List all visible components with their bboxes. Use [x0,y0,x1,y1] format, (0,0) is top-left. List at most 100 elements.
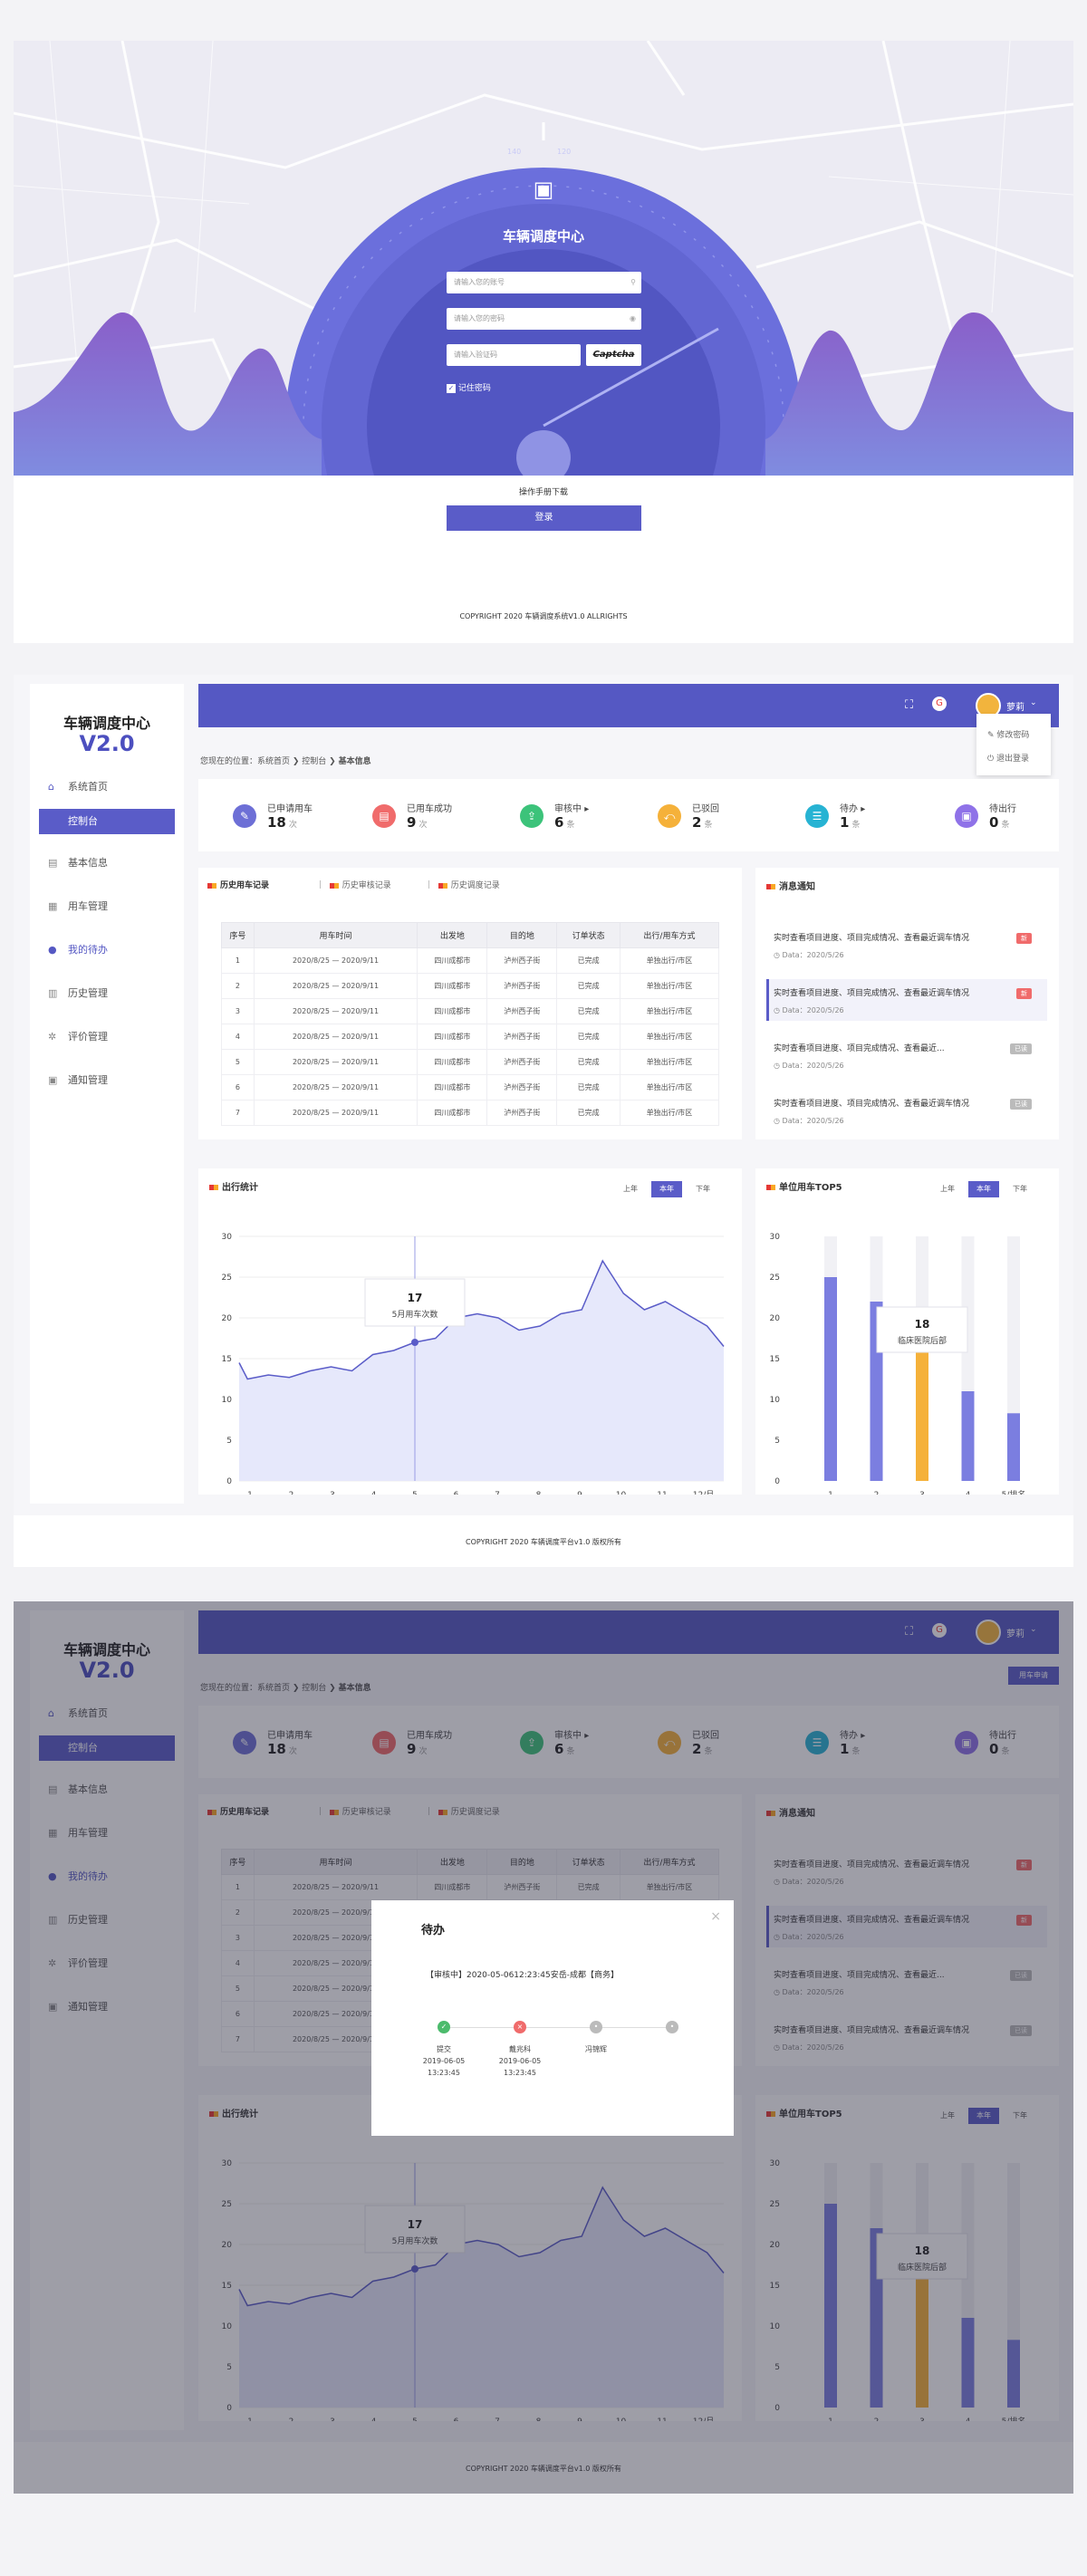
captcha-input[interactable]: 请输入验证码 [447,344,581,366]
bar[interactable] [824,1277,837,1481]
sidebar-item-todo[interactable]: ● 我的待办 [48,1867,108,1887]
table-row[interactable]: 1 2020/8/25 — 2020/9/11 四川成都市 泸州西子街 已完成 单独出行/… [221,1874,720,1900]
sidebar-item-review[interactable]: ✲ 评价管理 [48,1954,108,1974]
segment-next-year[interactable]: 下年 [1013,1185,1027,1193]
scan-icon[interactable]: ⛶ [905,1625,914,1639]
tab-history-review[interactable]: ｜ 历史审核记录 [316,1808,391,1817]
message-item[interactable]: 实时查看项目进度、项目完成情况、查看最近调车情况 ◷ Data：2020/5/26… [774,931,1032,971]
breadcrumb-item[interactable]: 控制台 [302,1684,327,1693]
change-password-item[interactable]: ✎ 修改密码 [987,728,1029,740]
sidebar-item-history[interactable]: ▥ 历史管理 [48,1910,108,1930]
login-button[interactable]: 登录 [447,505,641,531]
sidebar-item-console[interactable]: 控制台 [39,1735,175,1761]
modal-subtitle: 【审核中】2020-05-0612:23:45安岳-成都【商务】 [426,1971,619,1980]
logout-item[interactable]: ⏻ 退出登录 [987,752,1029,764]
user-name[interactable]: 萝莉 [1006,1629,1024,1639]
segment-this-year[interactable]: 本年 [651,1181,682,1197]
sidebar-item-home[interactable]: ⌂ 系统首页 [48,777,108,797]
x-tick-label: 11 [657,2417,667,2421]
sidebar-item-history[interactable]: ▥ 历史管理 [48,984,108,1004]
scan-icon[interactable]: ⛶ [905,698,914,712]
segment-this-year[interactable]: 本年 [968,1181,999,1197]
message-item[interactable]: 实时查看项目进度、项目完成情况、查看最近... ◷ Data：2020/5/26 已… [774,1042,1032,1081]
tooltip-box [876,1306,968,1353]
stat-value: 2 [692,1741,702,1757]
sidebar-item-basic-info[interactable]: ▤ 基本信息 [48,1780,108,1800]
bar[interactable] [916,1334,928,1481]
sidebar-item-home[interactable]: ⌂ 系统首页 [48,1704,108,1724]
bar[interactable] [961,1391,975,1481]
segment-last-year[interactable]: 上年 [940,1185,955,1193]
sidebar-item-car-manage[interactable]: ▦ 用车管理 [48,897,108,917]
remember-checkbox[interactable]: ✓ 记住密码 [447,381,491,393]
message-item[interactable]: 实时查看项目进度、项目完成情况、查看最近调车情况 ◷ Data：2020/5/26… [774,1913,1032,1953]
sidebar-item-console[interactable]: 控制台 [39,809,175,834]
captcha-image[interactable]: Captcha [586,344,641,366]
stat-unit: 条 [1001,821,1010,830]
avatar[interactable] [976,1620,1001,1645]
sidebar-item-label: 用车管理 [68,900,108,912]
user-name[interactable]: 萝莉 [1006,703,1024,713]
account-input[interactable]: 请输入您的账号 ⚲ [447,272,641,293]
message-item[interactable]: 实时查看项目进度、项目完成情况、查看最近... ◷ Data：2020/5/26 已… [774,1968,1032,2008]
browser-icon[interactable]: G [932,697,947,711]
message-item[interactable]: 实时查看项目进度、项目完成情况、查看最近调车情况 ◷ Data：2020/5/26… [774,986,1032,1026]
segment-this-year[interactable]: 本年 [968,2108,999,2124]
y-tick-label: 15 [770,2282,780,2291]
sidebar-item-todo[interactable]: ● 我的待办 [48,940,108,960]
tab-history-dispatch[interactable]: ｜ 历史调度记录 [425,881,500,890]
x-tick-label: 5 [412,2417,418,2421]
message-item[interactable]: 实时查看项目进度、项目完成情况、查看最近调车情况 ◷ Data：2020/5/26… [774,2023,1032,2063]
browser-icon[interactable]: G [932,1623,947,1638]
tab-history-dispatch[interactable]: ｜ 历史调度记录 [425,1808,500,1817]
sidebar-item-basic-info[interactable]: ▤ 基本信息 [48,853,108,873]
sidebar-item-notice[interactable]: ▣ 通知管理 [48,1997,108,2017]
breadcrumb-item[interactable]: 系统首页 [257,1684,291,1693]
close-icon[interactable]: × [710,1909,721,1924]
dashboard-modal-panel: 车辆调度中心 V2.0 ⌂ 系统首页 控制台 ▤ 基本信息 ▦ 用车管理 ● 我的待办 … [14,1601,1073,2494]
highlight-point[interactable] [411,2265,418,2273]
table-cell: 单独出行/市区 [619,973,720,999]
breadcrumb-item[interactable]: 系统首页 [257,757,291,766]
sidebar-item-notice[interactable]: ▣ 通知管理 [48,1071,108,1091]
segment-last-year[interactable]: 上年 [940,2111,955,2119]
password-placeholder: 请输入您的密码 [454,314,505,322]
highlight-point[interactable] [411,1339,418,1346]
stat-label: 待出行 [989,804,1016,814]
bar[interactable] [916,2261,928,2408]
message-item[interactable]: 实时查看项目进度、项目完成情况、查看最近调车情况 ◷ Data：2020/5/26… [774,1097,1032,1137]
y-tick-label: 5 [226,1437,232,1446]
chevron-down-icon[interactable]: ⌄ [1030,1625,1037,1634]
apply-car-button[interactable]: 用车申请 [1008,1667,1059,1685]
table-header: 目的地 [486,1849,558,1875]
sidebar-item-car-manage[interactable]: ▦ 用车管理 [48,1823,108,1843]
manual-download-link[interactable]: 操作手册下载 [518,488,568,497]
segment-last-year[interactable]: 上年 [623,1185,638,1193]
stat-unit: 次 [418,1747,428,1756]
chevron-down-icon[interactable]: ⌄ [1030,698,1037,707]
message-item[interactable]: 实时查看项目进度、项目完成情况、查看最近调车情况 ◷ Data：2020/5/26… [774,1858,1032,1898]
password-input[interactable]: 请输入您的密码 ◉ [447,308,641,330]
segment-next-year[interactable]: 下年 [696,1185,710,1193]
bar[interactable] [824,2204,837,2408]
menu-item-label: 退出登录 [996,755,1029,764]
bar[interactable] [1007,1413,1020,1481]
table-row[interactable]: 1 2020/8/25 — 2020/9/11 四川成都市 泸州西子街 已完成 单独出行/… [221,947,720,974]
segment-next-year[interactable]: 下年 [1013,2111,1027,2119]
x-tick-label: 12/月 [693,2417,715,2421]
tab-history-usage[interactable]: 历史用车记录 [207,1805,269,1817]
doc-icon: ▤ [48,1783,58,1795]
tab-history-review[interactable]: ｜ 历史审核记录 [316,881,391,890]
breadcrumb-item[interactable]: 控制台 [302,757,327,766]
sidebar-item-review[interactable]: ✲ 评价管理 [48,1027,108,1047]
y-tick-label: 10 [222,2322,233,2331]
bar[interactable] [961,2318,975,2408]
bar[interactable] [1007,2340,1020,2408]
tab-history-usage[interactable]: 历史用车记录 [207,879,269,890]
